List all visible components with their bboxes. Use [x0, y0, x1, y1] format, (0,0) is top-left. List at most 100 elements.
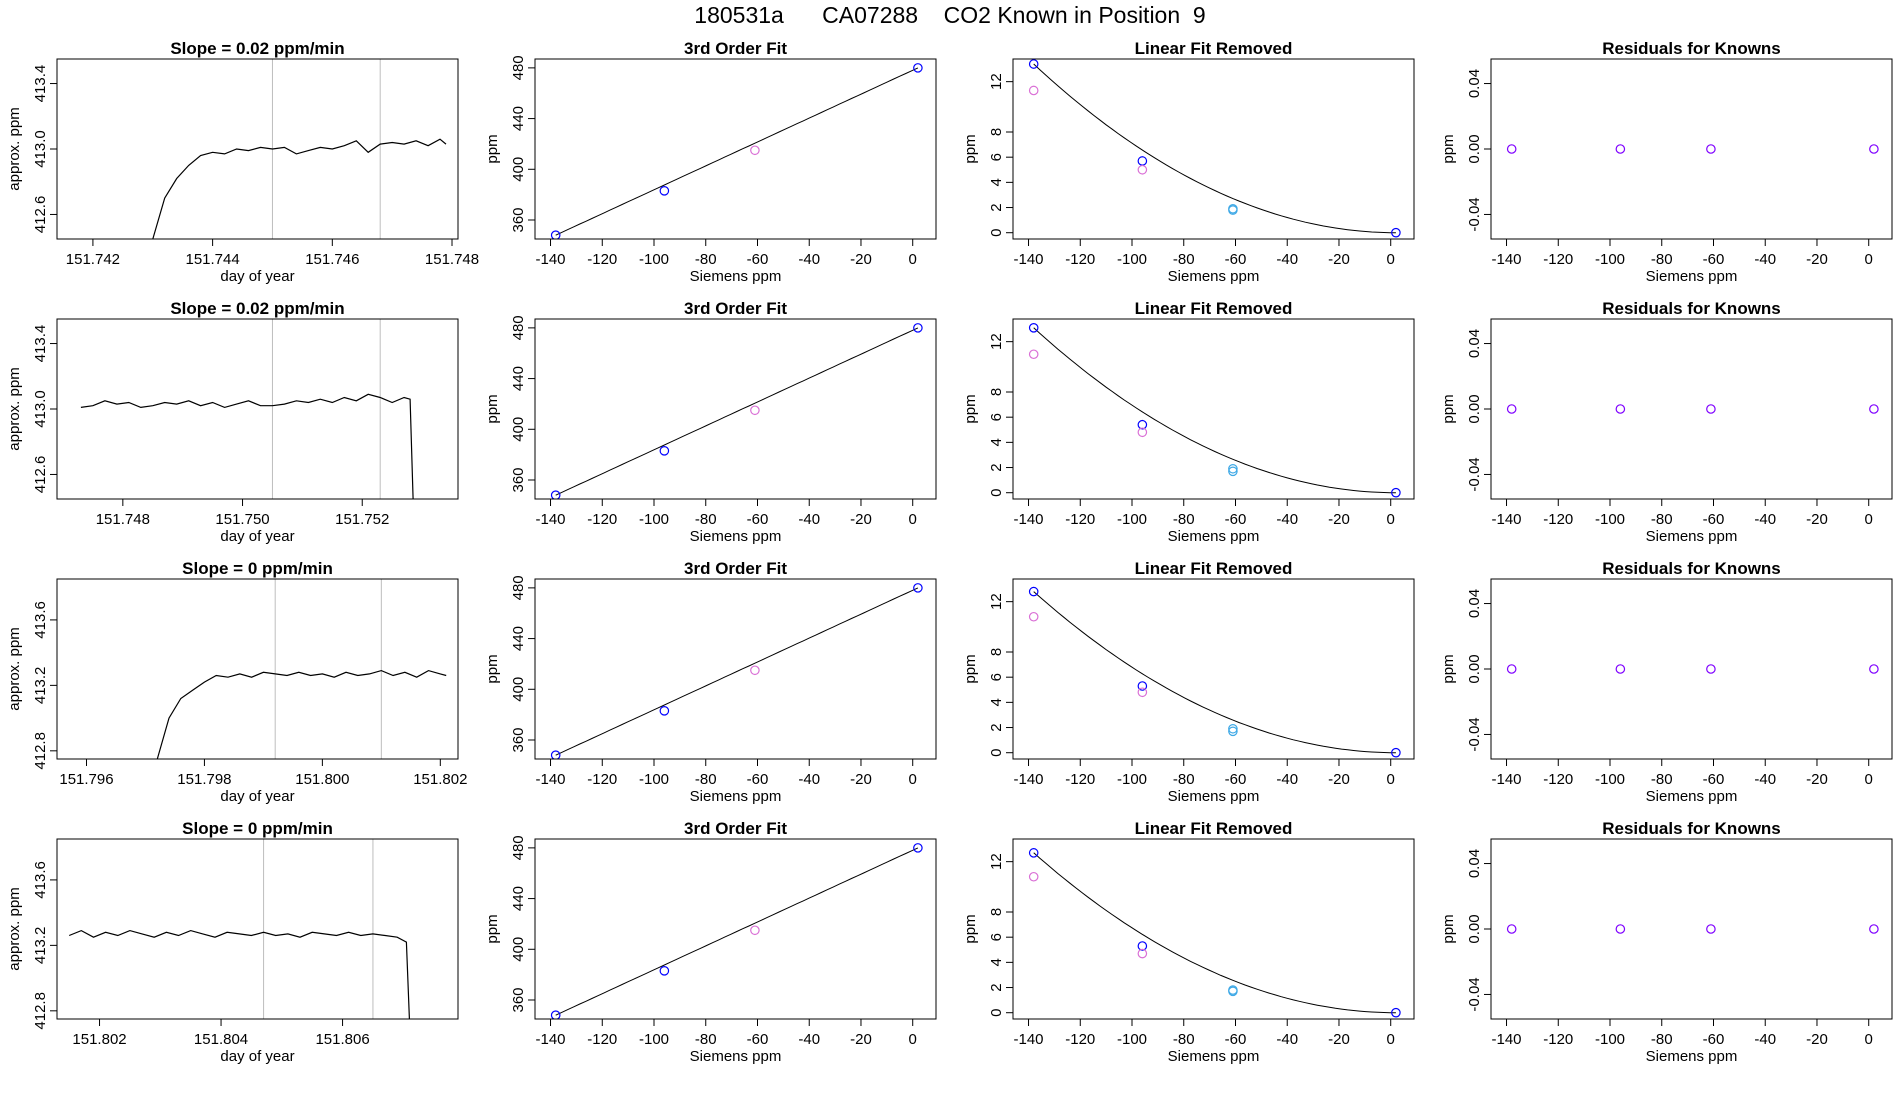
x-axis-label: Siemens ppm — [690, 268, 782, 285]
x-tick-label: -100 — [639, 511, 669, 528]
x-tick-label: -60 — [1703, 1031, 1725, 1048]
data-point — [1506, 404, 1517, 414]
x-tick-label: -140 — [1492, 1031, 1522, 1048]
x-tick-label: -140 — [1492, 511, 1522, 528]
y-tick-label: 413.6 — [32, 861, 49, 899]
data-point — [1391, 1007, 1401, 1018]
y-axis-label: approx. ppm — [6, 887, 23, 970]
x-tick-label: 151.742 — [66, 251, 120, 268]
y-axis-label: ppm — [962, 914, 979, 943]
plot-data — [1506, 664, 1879, 674]
y-axis-label: ppm — [1440, 914, 1457, 943]
x-tick-label: 151.752 — [335, 511, 389, 528]
y-tick-label: -0.04 — [1466, 457, 1483, 491]
data-point — [1137, 681, 1148, 691]
y-tick-label: 4 — [988, 958, 1005, 966]
x-tick-label: -60 — [1225, 1031, 1247, 1048]
plot-frame — [1490, 838, 1893, 1020]
x-tick-label: -60 — [1703, 251, 1725, 268]
x-tick-label: -80 — [695, 251, 717, 268]
data-point — [1228, 463, 1238, 474]
x-tick-label: 0 — [909, 771, 917, 788]
x-tick-label: 151.802 — [413, 771, 467, 788]
y-tick-label: 412.6 — [32, 456, 49, 494]
plot-data — [550, 63, 923, 239]
x-tick-label: -140 — [1492, 771, 1522, 788]
y-tick-label: 413.2 — [32, 667, 49, 705]
x-tick-label: -40 — [798, 771, 820, 788]
panel-residuals-row-2: Residuals for Knowns -140 -120 -100 -80 -60 -4… — [1440, 559, 1893, 805]
x-tick-label: -140 — [536, 251, 566, 268]
data-point — [1228, 726, 1238, 737]
x-tick-label: -20 — [1806, 251, 1828, 268]
y-tick-label: 2 — [988, 723, 1005, 731]
panel-residuals-row-0: Residuals for Knowns -140 -120 -100 -80 -60 -4… — [1440, 39, 1893, 285]
data-point — [1706, 924, 1716, 934]
panel-title: Slope = 0 ppm/min — [182, 559, 333, 578]
panel-title: Residuals for Knowns — [1602, 39, 1781, 58]
data-point — [1706, 144, 1716, 154]
y-tick-label: 440 — [510, 106, 527, 131]
y-tick-label: 413.0 — [32, 130, 49, 168]
data-point — [1137, 156, 1148, 166]
x-tick-label: -140 — [536, 511, 566, 528]
data-point — [1506, 144, 1517, 154]
y-tick-label: 0.04 — [1466, 849, 1483, 878]
fit-curve — [1033, 591, 1396, 754]
x-tick-label: -100 — [1117, 511, 1147, 528]
plot-data — [1506, 924, 1879, 934]
data-point — [750, 665, 760, 676]
x-tick-label: -120 — [1065, 1031, 1095, 1048]
panel-fit-row-3: 3rd Order Fit -140 -120 -100 -80 -60 -40 -20 0 36… — [484, 819, 937, 1065]
x-tick-label: 151.748 — [425, 251, 479, 268]
x-axis-label: Siemens ppm — [1168, 268, 1260, 285]
data-point — [1228, 986, 1238, 997]
data-point — [659, 706, 670, 716]
y-tick-label: -0.04 — [1466, 717, 1483, 751]
x-tick-label: -20 — [850, 1031, 872, 1048]
data-point — [1028, 349, 1039, 360]
x-tick-label: 0 — [909, 511, 917, 528]
y-tick-label: 12 — [988, 333, 1005, 350]
x-tick-label: -40 — [1754, 251, 1776, 268]
y-axis-label: ppm — [1440, 134, 1457, 163]
x-tick-label: -20 — [1328, 251, 1350, 268]
x-tick-label: 0 — [909, 1031, 917, 1048]
x-tick-label: -60 — [747, 251, 769, 268]
x-tick-label: 151.748 — [96, 511, 150, 528]
y-tick-label: 4 — [988, 178, 1005, 186]
y-axis-label: approx. ppm — [6, 107, 23, 190]
plot-data — [1028, 586, 1401, 758]
x-tick-label: -120 — [1065, 771, 1095, 788]
y-tick-label: 6 — [988, 933, 1005, 941]
y-tick-label: 413.0 — [32, 390, 49, 428]
data-point — [1228, 205, 1238, 215]
y-tick-label: 12 — [988, 73, 1005, 90]
x-tick-label: -20 — [850, 511, 872, 528]
x-axis-label: Siemens ppm — [1646, 528, 1738, 545]
x-tick-label: -120 — [1543, 771, 1573, 788]
plot-frame — [1012, 58, 1415, 240]
panel-fit-row-0: 3rd Order Fit -140 -120 -100 -80 -60 -40 -20 0 36… — [484, 39, 937, 285]
x-tick-label: -40 — [798, 251, 820, 268]
data-point — [750, 925, 760, 936]
concentration-trace — [68, 929, 410, 1019]
data-point — [1028, 848, 1039, 858]
y-axis-label: approx. ppm — [6, 627, 23, 710]
x-tick-label: 151.796 — [59, 771, 113, 788]
panel-title: Slope = 0.02 ppm/min — [170, 39, 344, 58]
y-tick-label: 8 — [988, 128, 1005, 136]
x-tick-label: -60 — [1703, 771, 1725, 788]
x-tick-label: -120 — [1543, 251, 1573, 268]
data-point — [1615, 664, 1626, 674]
plot-data — [1028, 848, 1401, 1018]
y-tick-label: 400 — [510, 157, 527, 182]
data-point — [1615, 924, 1626, 934]
panel-linear_removed-row-2: Linear Fit Removed -140 -120 -100 -80 -60 -40 -… — [962, 559, 1415, 805]
x-tick-label: -100 — [639, 251, 669, 268]
x-tick-label: -20 — [1806, 1031, 1828, 1048]
panel-title: 3rd Order Fit — [684, 819, 787, 838]
plot-data — [1028, 323, 1401, 498]
y-tick-label: 2 — [988, 203, 1005, 211]
x-tick-label: -80 — [695, 1031, 717, 1048]
